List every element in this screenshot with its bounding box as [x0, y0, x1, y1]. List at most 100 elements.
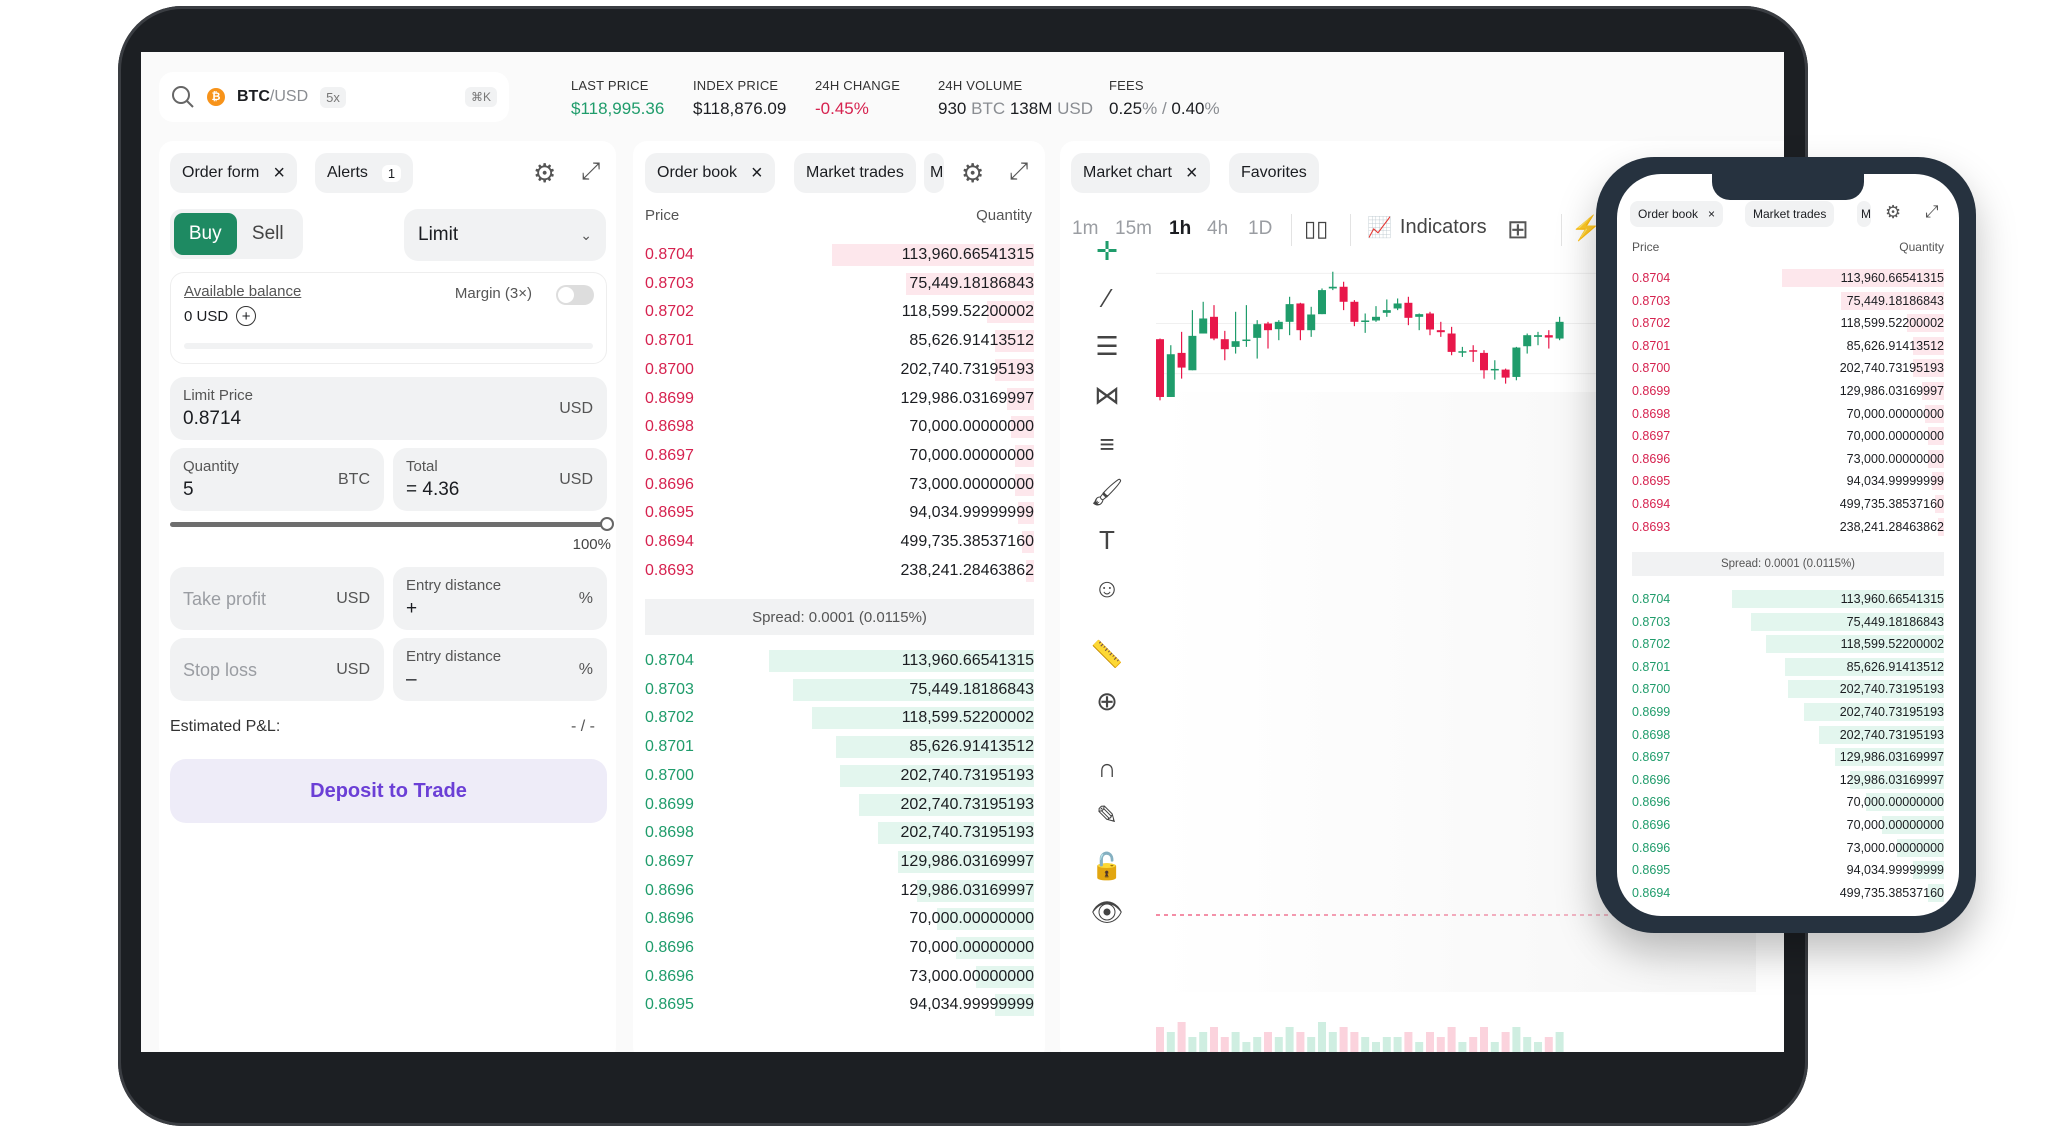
bid-row[interactable]: 0.8697 129,986.03169997: [645, 849, 1034, 875]
close-icon[interactable]: ×: [751, 161, 763, 184]
bid-row[interactable]: 0.8702 118,599.52200002: [645, 705, 1034, 731]
tab-favorites[interactable]: Favorites: [1229, 153, 1319, 193]
bid-row[interactable]: 0.8701 85,626.91413512: [1632, 657, 1944, 677]
timeframe-1h[interactable]: 1h: [1169, 218, 1192, 239]
crosshair-icon[interactable]: ✛: [1096, 235, 1118, 266]
bid-row[interactable]: 0.8699 202,740.73195193: [1632, 702, 1944, 722]
timeframe-1m[interactable]: 1m: [1072, 218, 1099, 239]
tab-overflow[interactable]: M: [1857, 201, 1871, 227]
ask-row[interactable]: 0.8693 238,241.28463862: [645, 558, 1034, 584]
trend-line-icon[interactable]: ⁄: [1104, 282, 1110, 313]
bid-row[interactable]: 0.8699 202,740.73195193: [645, 792, 1034, 818]
timeframe-15m[interactable]: 15m: [1115, 218, 1152, 239]
slider-handle[interactable]: [600, 517, 614, 531]
bid-row[interactable]: 0.8702 118,599.52200002: [1632, 634, 1944, 654]
ask-row[interactable]: 0.8702 118,599.52200002: [645, 299, 1034, 325]
tab-order-book[interactable]: Order book ×: [645, 153, 775, 193]
close-icon[interactable]: ×: [273, 161, 286, 184]
total-input[interactable]: Total = 4.36 USD: [393, 448, 607, 511]
tab-order-book[interactable]: Order book ×: [1630, 201, 1724, 227]
gear-icon[interactable]: ⚙: [1885, 202, 1902, 222]
ask-row[interactable]: 0.8701 85,626.91413512: [1632, 336, 1944, 356]
ask-row[interactable]: 0.8697 70,000.00000000: [1632, 426, 1944, 446]
available-balance-label[interactable]: Available balance: [184, 283, 302, 300]
lock-drawing-icon[interactable]: ✎: [1096, 799, 1118, 830]
ask-row[interactable]: 0.8693 238,241.28463862: [1632, 517, 1944, 537]
sell-button[interactable]: Sell: [251, 223, 284, 244]
emoji-icon[interactable]: ☺: [1093, 572, 1121, 603]
eye-icon[interactable]: 👁: [1090, 896, 1124, 927]
ask-row[interactable]: 0.8696 73,000.00000000: [1632, 449, 1944, 469]
ask-row[interactable]: 0.8698 70,000.00000000: [645, 414, 1034, 440]
candle-type-icon[interactable]: ▯▯: [1304, 216, 1329, 241]
add-funds-icon[interactable]: +: [236, 306, 257, 326]
ask-row[interactable]: 0.8694 499,735.38537160: [645, 529, 1034, 555]
sl-entry-distance-input[interactable]: Entry distance –%: [393, 638, 607, 701]
brush-icon[interactable]: 🖌: [1090, 476, 1124, 507]
ask-row[interactable]: 0.8697 70,000.00000000: [645, 443, 1034, 469]
bid-row[interactable]: 0.8696 73,000.00000000: [645, 964, 1034, 990]
ask-row[interactable]: 0.8700 202,740.73195193: [1632, 358, 1944, 378]
zoom-in-icon[interactable]: ⊕: [1096, 685, 1118, 716]
magnet-icon[interactable]: ∩: [1097, 752, 1117, 783]
unlock-icon[interactable]: 🔓: [1090, 850, 1124, 881]
pair-search[interactable]: ₿ BTC/USD 5x ⌘K: [159, 72, 509, 122]
quantity-slider[interactable]: [170, 517, 614, 531]
pattern-icon[interactable]: ⋈: [1094, 379, 1120, 410]
margin-toggle[interactable]: [556, 285, 594, 305]
bid-row[interactable]: 0.8696 73,000.00000000: [1632, 838, 1944, 858]
ask-row[interactable]: 0.8704 113,960.66541315: [1632, 268, 1944, 288]
bid-row[interactable]: 0.8696 70,000.00000000: [645, 906, 1034, 932]
gear-icon[interactable]: ⚙: [961, 158, 985, 189]
bid-row[interactable]: 0.8696 129,986.03169997: [1632, 770, 1944, 790]
tab-overflow[interactable]: M: [924, 153, 944, 193]
tab-market-chart[interactable]: Market chart ×: [1071, 153, 1210, 193]
ask-row[interactable]: 0.8699 129,986.03169997: [1632, 381, 1944, 401]
ask-row[interactable]: 0.8704 113,960.66541315: [645, 242, 1034, 268]
bid-row[interactable]: 0.8701 85,626.91413512: [645, 734, 1034, 760]
ask-row[interactable]: 0.8703 75,449.18186843: [645, 271, 1034, 297]
bid-row[interactable]: 0.8695 94,034.99999999: [1632, 860, 1944, 880]
bid-row[interactable]: 0.8696 70,000.00000000: [1632, 815, 1944, 835]
ask-row[interactable]: 0.8696 73,000.00000000: [645, 472, 1034, 498]
stop-loss-input[interactable]: Stop loss USD: [170, 638, 384, 701]
take-profit-input[interactable]: Take profit USD: [170, 567, 384, 630]
layout-grid-icon[interactable]: ⊞: [1507, 214, 1529, 244]
horizontal-lines-icon[interactable]: ☰: [1095, 330, 1119, 361]
ask-row[interactable]: 0.8698 70,000.00000000: [1632, 404, 1944, 424]
fib-icon[interactable]: ≡: [1099, 428, 1115, 459]
timeframe-4h[interactable]: 4h: [1207, 218, 1229, 239]
bid-row[interactable]: 0.8704 113,960.66541315: [1632, 589, 1944, 609]
bid-row[interactable]: 0.8698 202,740.73195193: [645, 820, 1034, 846]
ask-row[interactable]: 0.8699 129,986.03169997: [645, 386, 1034, 412]
ask-row[interactable]: 0.8703 75,449.18186843: [1632, 291, 1944, 311]
limit-price-input[interactable]: Limit Price 0.8714 USD: [170, 377, 607, 440]
bid-row[interactable]: 0.8697 129,986.03169997: [1632, 747, 1944, 767]
bid-row[interactable]: 0.8696 70,000.00000000: [1632, 792, 1944, 812]
close-icon[interactable]: ×: [1708, 207, 1716, 221]
tab-market-trades[interactable]: Market trades: [1745, 201, 1835, 227]
bid-row[interactable]: 0.8698 202,740.73195193: [1632, 725, 1944, 745]
bid-row[interactable]: 0.8703 75,449.18186843: [1632, 612, 1944, 632]
order-type-select[interactable]: Limit ⌄: [404, 209, 606, 261]
ask-row[interactable]: 0.8695 94,034.99999999: [645, 500, 1034, 526]
ask-row[interactable]: 0.8700 202,740.73195193: [645, 357, 1034, 383]
bid-row[interactable]: 0.8696 70,000.00000000: [645, 935, 1034, 961]
expand-icon[interactable]: ⤢: [1925, 202, 1939, 221]
deposit-button[interactable]: Deposit to Trade: [170, 759, 607, 823]
text-icon[interactable]: T: [1099, 524, 1115, 555]
ruler-icon[interactable]: 📏: [1090, 638, 1124, 669]
ask-row[interactable]: 0.8701 85,626.91413512: [645, 328, 1034, 354]
timeframe-1D[interactable]: 1D: [1248, 218, 1273, 239]
buy-button[interactable]: Buy: [174, 213, 237, 255]
bid-row[interactable]: 0.8696 129,986.03169997: [645, 878, 1034, 904]
bid-row[interactable]: 0.8703 75,449.18186843: [645, 677, 1034, 703]
ask-row[interactable]: 0.8695 94,034.99999999: [1632, 471, 1944, 491]
close-icon[interactable]: ×: [1185, 161, 1198, 184]
expand-icon[interactable]: ⤢: [581, 158, 601, 185]
tab-market-trades[interactable]: Market trades: [794, 153, 916, 193]
gear-icon[interactable]: ⚙: [533, 158, 557, 188]
quick-action-icon[interactable]: ⚡: [1571, 215, 1601, 242]
quantity-input[interactable]: Quantity 5 BTC: [170, 448, 384, 511]
ask-row[interactable]: 0.8702 118,599.52200002: [1632, 313, 1944, 333]
